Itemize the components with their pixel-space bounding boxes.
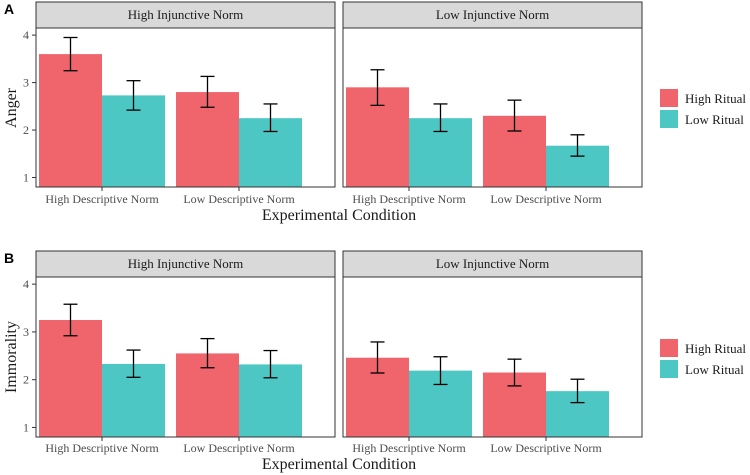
plot-border bbox=[35, 27, 336, 188]
facet-low-injunctive-norm: Low Injunctive Norm High Descriptive Norm… bbox=[342, 250, 643, 455]
x-tick-label: Low Descriptive Norm bbox=[183, 441, 295, 455]
plot-border bbox=[342, 276, 643, 438]
legend-key-low-ritual bbox=[660, 360, 678, 378]
panel-label: A bbox=[4, 1, 14, 17]
facet-high-injunctive-norm: High Injunctive Norm High Descriptive Nor… bbox=[35, 250, 336, 455]
x-tick-label: Low Descriptive Norm bbox=[183, 192, 295, 206]
y-tick-label: 2 bbox=[23, 123, 29, 137]
x-tick-label: High Descriptive Norm bbox=[45, 441, 159, 455]
facet-high-injunctive-norm: High Injunctive Norm High Descriptive Nor… bbox=[35, 1, 336, 206]
plot-border bbox=[342, 27, 643, 188]
legend-label-low-ritual: Low Ritual bbox=[685, 112, 744, 127]
facet-strip bbox=[342, 1, 643, 29]
x-tick-label: High Descriptive Norm bbox=[45, 192, 159, 206]
bar-high-ritual bbox=[39, 319, 102, 437]
chart-panel-a: A Anger 1 2 3 4 High Injunctive Norm High Descr… bbox=[3, 1, 746, 224]
panel-label: B bbox=[4, 250, 14, 266]
y-tick-label: 1 bbox=[23, 171, 29, 185]
y-tick-label: 4 bbox=[23, 28, 29, 42]
y-tick-label: 3 bbox=[23, 76, 29, 90]
facet-strip bbox=[35, 1, 336, 29]
facet-strip bbox=[35, 250, 336, 278]
facet-strip-label: Low Injunctive Norm bbox=[436, 7, 549, 22]
y-axis-title: Immorality bbox=[3, 321, 20, 393]
facet-strip-label: High Injunctive Norm bbox=[128, 256, 244, 271]
x-tick-label: High Descriptive Norm bbox=[352, 192, 466, 206]
facet-strip-label: Low Injunctive Norm bbox=[436, 256, 549, 271]
y-axis-title: Anger bbox=[3, 87, 20, 128]
y-tick-label: 1 bbox=[23, 420, 29, 434]
legend-label-high-ritual: High Ritual bbox=[685, 341, 746, 356]
legend: High Ritual Low Ritual bbox=[660, 89, 746, 128]
facet-low-injunctive-norm: Low Injunctive Norm High Descriptive Norm… bbox=[342, 1, 643, 206]
legend-label-high-ritual: High Ritual bbox=[685, 91, 746, 106]
x-tick-label: High Descriptive Norm bbox=[352, 441, 466, 455]
legend-key-low-ritual bbox=[660, 110, 678, 128]
facet-strip-label: High Injunctive Norm bbox=[128, 7, 244, 22]
x-tick-label: Low Descriptive Norm bbox=[490, 441, 602, 455]
x-axis-title: Experimental Condition bbox=[262, 207, 416, 224]
facet-strip bbox=[342, 250, 643, 278]
legend-key-high-ritual bbox=[660, 89, 678, 107]
y-tick-label: 3 bbox=[23, 325, 29, 339]
legend-key-high-ritual bbox=[660, 339, 678, 357]
y-tick-label: 2 bbox=[23, 373, 29, 387]
x-tick-label: Low Descriptive Norm bbox=[490, 192, 602, 206]
bar-high-ritual bbox=[39, 54, 102, 187]
plot-border bbox=[35, 276, 336, 438]
y-tick-label: 4 bbox=[23, 277, 29, 291]
legend: High Ritual Low Ritual bbox=[660, 339, 746, 378]
legend-label-low-ritual: Low Ritual bbox=[685, 362, 744, 377]
x-axis-title: Experimental Condition bbox=[262, 456, 416, 473]
